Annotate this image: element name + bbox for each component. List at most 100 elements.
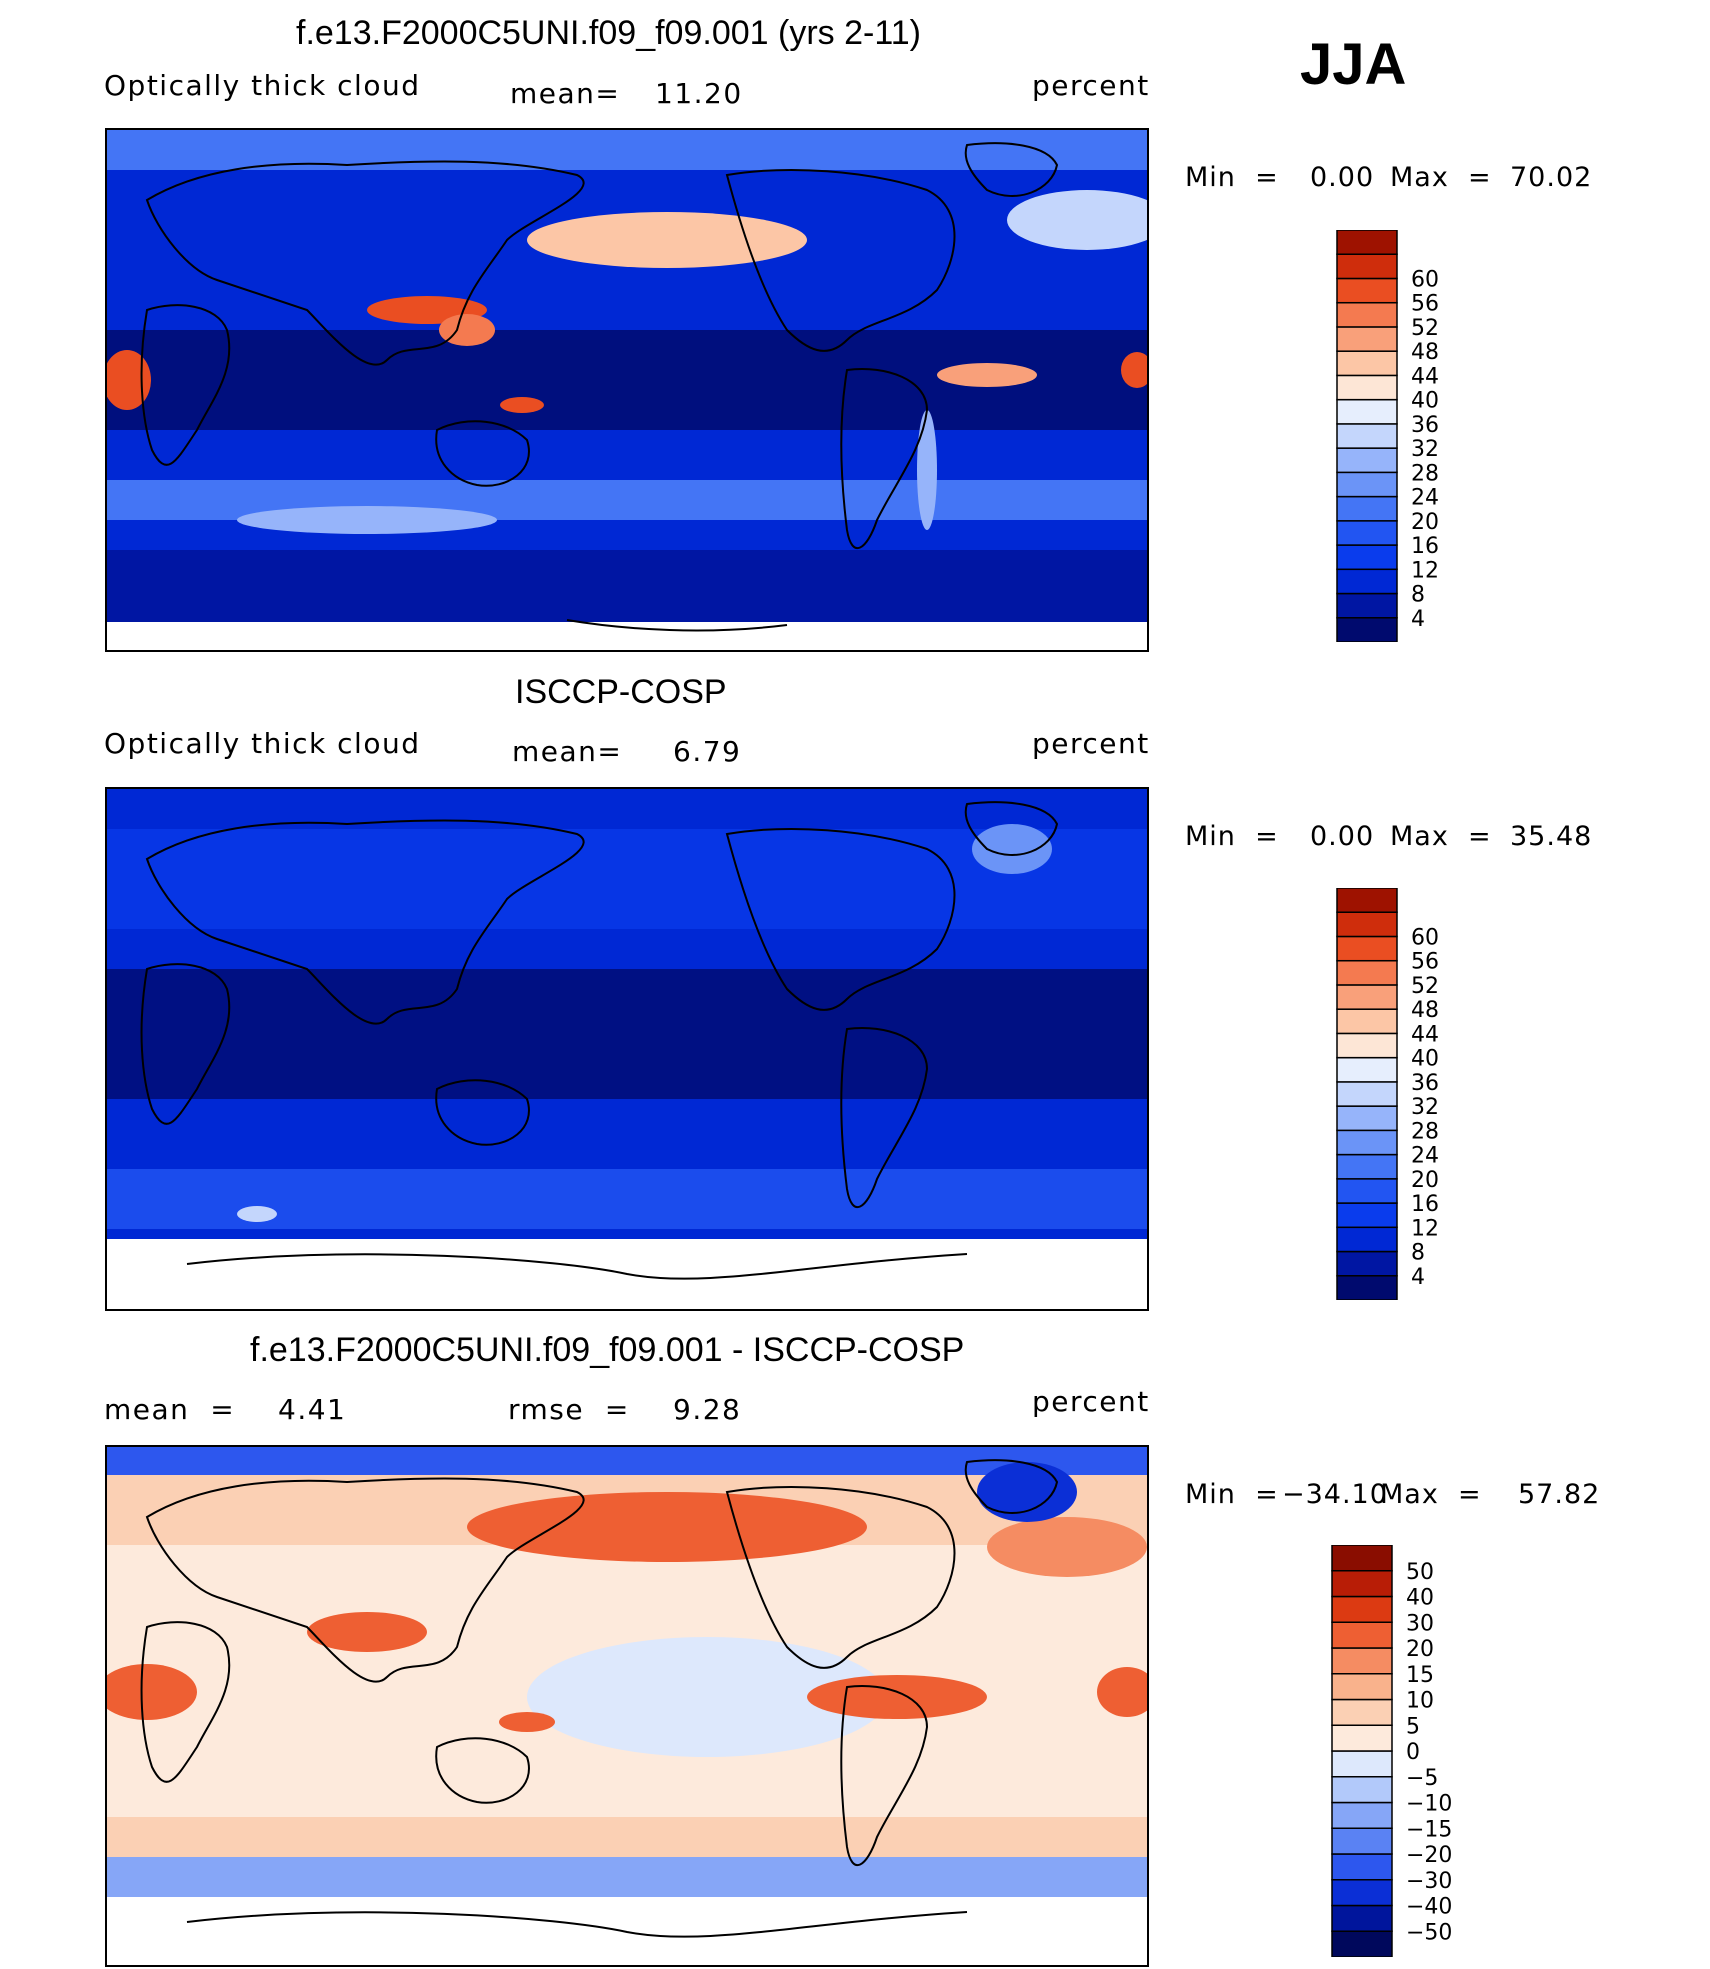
panel1-max-label: Max = [1390, 162, 1492, 193]
panel3-coast-antarctica [186, 1911, 968, 1938]
panel1-colorbar: 4 8 12 16 20 24 28 32 36 40 44 48 52 56 60 [1335, 229, 1505, 643]
colorbar-swatch [1331, 1904, 1393, 1932]
panel1-min-value: 0.00 [1310, 162, 1375, 193]
colorbar-tick-label: 32 [1411, 437, 1439, 462]
panel2-map [105, 787, 1149, 1311]
panel3-north-atlantic [987, 1517, 1147, 1577]
colorbar-swatch [1331, 1570, 1393, 1598]
colorbar-tick-label: 36 [1411, 413, 1439, 438]
colorbar-tick-label: −5 [1406, 1766, 1438, 1791]
panel3-mean-value: 4.41 [278, 1393, 347, 1426]
colorbar-swatch [1336, 959, 1398, 986]
panel1-andes [917, 410, 937, 530]
panel1-africa-west [107, 350, 151, 410]
panel1-africa-east [1121, 352, 1147, 388]
panel1-min-label: Min = [1185, 162, 1279, 193]
colorbar-swatch [1336, 1032, 1398, 1059]
colorbar-tick-label: 40 [1411, 389, 1439, 414]
panel3-map-svg [107, 1447, 1147, 1965]
panel3-africa-west [107, 1664, 197, 1720]
panel2-coast-australia [435, 1079, 530, 1146]
panel3-central-america [807, 1675, 987, 1719]
panel2-colorbar: 4 8 12 16 20 24 28 32 36 40 44 48 52 56 60 [1335, 887, 1505, 1301]
panel2-units: percent [1032, 727, 1150, 760]
panel3-max-value: 57.82 [1518, 1479, 1601, 1510]
panel3-mean-label: mean = [104, 1393, 236, 1426]
panel2-coast-north-america [725, 828, 956, 1011]
panel1-coast-australia [435, 420, 530, 487]
colorbar-swatch [1336, 935, 1398, 962]
colorbar-tick-label: −50 [1406, 1920, 1452, 1945]
colorbar-swatch [1336, 374, 1398, 401]
season-label: JJA [1300, 32, 1407, 97]
panel3-min-value: −34.10 [1282, 1479, 1388, 1510]
panel2-coast-africa [140, 963, 231, 1125]
panel1-coast-greenland [964, 142, 1059, 197]
colorbar-swatch [1331, 1544, 1393, 1572]
panel2-title: ISCCP-COSP [515, 673, 727, 711]
colorbar-swatch [1331, 1750, 1393, 1778]
panel2-coast-eurasia [145, 819, 585, 1025]
colorbar-swatch [1331, 1776, 1393, 1804]
colorbar-tick-label: 48 [1411, 340, 1439, 365]
panel1-title: f.e13.F2000C5UNI.f09_f09.001 (yrs 2-11) [296, 14, 921, 52]
panel3-coast-australia [435, 1737, 530, 1804]
panel2-min-value: 0.00 [1310, 821, 1375, 852]
colorbar-tick-label: 50 [1406, 1560, 1434, 1585]
colorbar-tick-label: 20 [1411, 510, 1439, 535]
panel1-new-guinea [500, 397, 544, 413]
colorbar-tick-label: 60 [1411, 267, 1439, 292]
colorbar-tick-label: 20 [1411, 1168, 1439, 1193]
colorbar-swatch [1336, 1008, 1398, 1035]
panel1-mean-label: mean= [510, 77, 621, 110]
colorbar-swatch [1331, 1801, 1393, 1829]
panel3-coast-africa [140, 1621, 231, 1783]
panel3-north-pacific [467, 1492, 867, 1562]
colorbar-swatch [1331, 1621, 1393, 1649]
colorbar-swatch [1336, 617, 1398, 643]
panel1-variable: Optically thick cloud [104, 69, 421, 102]
panel1-coast-africa [140, 304, 231, 466]
colorbar-tick-label: 44 [1411, 364, 1439, 389]
panel2-max-value: 35.48 [1510, 821, 1593, 852]
panel3-rmse-value: 9.28 [673, 1393, 742, 1426]
panel1-band-south2 [107, 550, 1147, 622]
panel2-variable: Optically thick cloud [104, 727, 421, 760]
panel3-band-south [107, 1817, 1147, 1857]
colorbar-swatch [1336, 326, 1398, 352]
colorbar-swatch [1331, 1724, 1393, 1752]
coastline-icon [140, 142, 1059, 632]
panel3-coast-north-america [725, 1486, 956, 1669]
colorbar-swatch [1336, 1226, 1398, 1253]
panel1-map-svg [107, 130, 1147, 650]
panel1-mean-value: 11.20 [655, 77, 743, 110]
colorbar-tick-label: 40 [1406, 1586, 1434, 1611]
coastline-icon [140, 801, 1059, 1280]
panel3-coast-greenland [964, 1459, 1059, 1514]
panel2-max-label: Max = [1390, 821, 1492, 852]
colorbar-swatch [1336, 1081, 1398, 1107]
colorbar-tick-label: 24 [1411, 1144, 1439, 1169]
colorbar-swatch [1336, 520, 1398, 546]
colorbar-tick-label: −10 [1406, 1792, 1452, 1817]
panel1-band-polarnorth [107, 130, 1147, 170]
colorbar-tick-label: −20 [1406, 1843, 1452, 1868]
colorbar-tick-label: 20 [1406, 1637, 1434, 1662]
colorbar-tick-label: 24 [1411, 486, 1439, 511]
panel3-new-guinea [499, 1712, 555, 1732]
colorbar-swatch [1336, 544, 1398, 571]
colorbar-swatch [1336, 398, 1398, 425]
colorbar-tick-label: 56 [1411, 292, 1439, 317]
panel1-max-value: 70.02 [1510, 162, 1593, 193]
colorbar-tick-label: 16 [1411, 534, 1439, 559]
panel1-central-america [937, 363, 1037, 387]
colorbar-swatch [1336, 1056, 1398, 1083]
colorbar-swatch [1336, 592, 1398, 619]
colorbar-swatch [1336, 1275, 1398, 1301]
panel2-south-spot [237, 1206, 277, 1222]
panel1-map [105, 128, 1149, 652]
panel1-antarctica-mask [107, 622, 1147, 650]
